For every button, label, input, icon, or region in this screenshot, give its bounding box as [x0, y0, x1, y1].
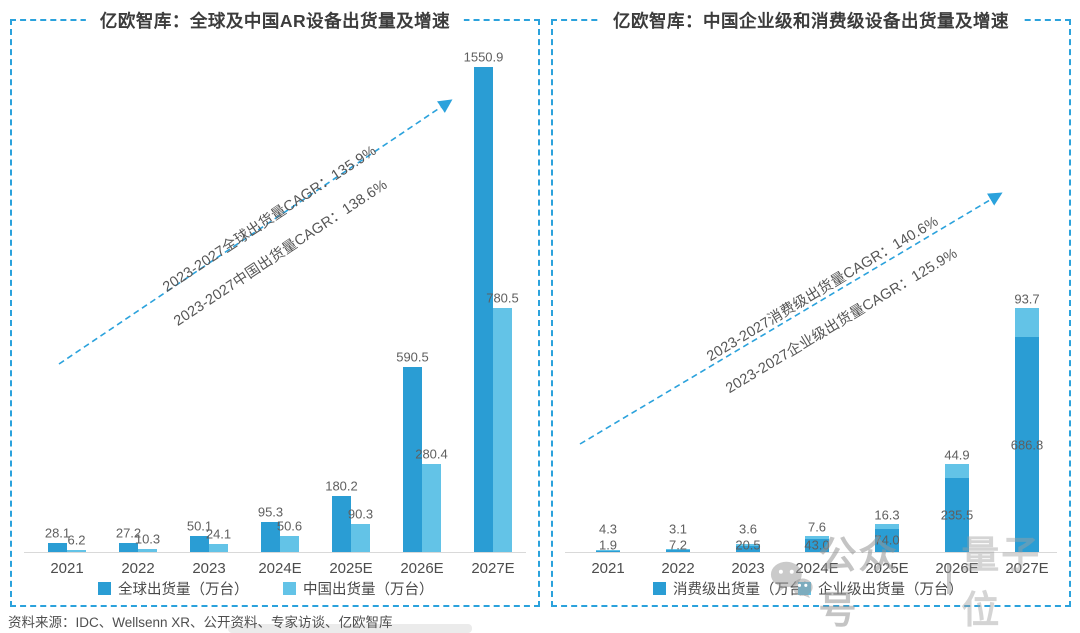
- value-label: 180.2: [325, 478, 358, 494]
- value-label: 1.9: [598, 537, 618, 553]
- value-label: 7.2: [668, 537, 688, 553]
- value-label: 93.7: [1014, 291, 1040, 307]
- bar: [474, 67, 493, 552]
- x-axis-label: 2023: [192, 560, 226, 577]
- value-label: 590.5: [396, 349, 429, 365]
- bar: [67, 550, 86, 552]
- x-axis-line: [24, 552, 526, 553]
- x-axis-label: 2025E: [865, 560, 909, 577]
- value-label: 20.5: [735, 537, 761, 553]
- chart-title-right: 亿欧智库：中国企业级和消费级设备出货量及增速: [599, 8, 1023, 33]
- legend-item-consumer: 消费级出货量（万台）: [653, 578, 818, 599]
- value-label: 27.2: [115, 525, 142, 541]
- value-label: 90.3: [347, 506, 374, 522]
- bar: [209, 544, 228, 552]
- value-label: 686.8: [1010, 437, 1044, 453]
- x-axis-label: 2026E: [400, 560, 444, 577]
- x-axis-label: 2021: [591, 560, 625, 577]
- legend-swatch-china: [283, 582, 296, 595]
- value-label: 74.0: [874, 532, 900, 548]
- value-label: 780.5: [486, 290, 519, 306]
- bar: [736, 545, 760, 552]
- legend-label-consumer: 消费级出货量（万台）: [673, 582, 818, 598]
- x-axis-label: 2024E: [795, 560, 839, 577]
- x-axis-label: 2024E: [258, 560, 302, 577]
- value-label: 3.6: [738, 521, 758, 537]
- x-axis-label: 2023: [731, 560, 765, 577]
- bar: [875, 528, 899, 552]
- value-label: 10.3: [134, 531, 161, 547]
- panel-consumer-enterprise: 亿欧智库：中国企业级和消费级设备出货量及增速 2023-2027消费级出货量CA…: [551, 8, 1071, 607]
- bar: [736, 544, 760, 546]
- value-label: 50.6: [276, 518, 303, 534]
- x-axis-label: 2026E: [935, 560, 979, 577]
- value-label: 7.6: [807, 519, 827, 535]
- legend-item-enterprise: 企业级出货量（万台）: [798, 578, 963, 599]
- bar: [351, 523, 370, 552]
- bar: [119, 543, 138, 552]
- bar: [805, 538, 829, 552]
- legend-label-enterprise: 企业级出货量（万台）: [818, 582, 963, 598]
- value-label: 280.4: [415, 446, 448, 462]
- value-label: 4.3: [598, 521, 618, 537]
- bar: [1015, 337, 1039, 552]
- bar: [332, 495, 351, 552]
- value-label: 44.9: [944, 447, 970, 463]
- value-label: 28.1: [44, 525, 71, 541]
- legend-label-china: 中国出货量（万台）: [303, 582, 434, 598]
- bar: [1015, 307, 1039, 338]
- x-axis-label: 2027E: [471, 560, 515, 577]
- value-label: 43.0: [804, 537, 830, 553]
- bar: [190, 536, 209, 552]
- x-axis-label: 2022: [661, 560, 695, 577]
- bar: [261, 522, 280, 552]
- legend-swatch-consumer: [653, 582, 666, 595]
- source-note: 资料来源：IDC、Wellsenn XR、公开资料、专家访谈、亿欧智库: [8, 615, 393, 630]
- legend-swatch-enterprise: [798, 582, 811, 595]
- bar: [666, 549, 690, 552]
- legend-item-global: 全球出货量（万台）: [98, 578, 249, 599]
- chart-area-global-china: 2021 28.1 6.2 2022 27.2 10.3 2023 50.1 24.1 2024E…: [12, 21, 538, 605]
- panel-global-china: 亿欧智库：全球及中国AR设备出货量及增速 2023-2027全球出货量CAGR：…: [10, 8, 540, 607]
- x-axis-line: [565, 552, 1057, 553]
- x-axis-label: 2021: [50, 560, 84, 577]
- legend-swatch-global: [98, 582, 111, 595]
- chart-title-left: 亿欧智库：全球及中国AR设备出货量及增速: [85, 8, 465, 33]
- value-label: 1550.9: [463, 49, 504, 65]
- bar: [666, 548, 690, 550]
- value-label: 235.5: [940, 507, 974, 523]
- value-label: 24.1: [205, 526, 232, 542]
- bar: [596, 549, 620, 552]
- bar: [138, 548, 157, 552]
- bar: [493, 307, 512, 552]
- source-highlight: [228, 624, 472, 633]
- value-label: 95.3: [257, 504, 284, 520]
- bar: [875, 523, 899, 529]
- legend-label-global: 全球出货量（万台）: [118, 582, 249, 598]
- value-label: 16.3: [874, 507, 900, 523]
- bar: [48, 543, 67, 552]
- bar: [805, 536, 829, 539]
- bar: [403, 367, 422, 552]
- x-axis-label: 2025E: [329, 560, 373, 577]
- chart-area-consumer-enterprise: 2021 1.9 4.3 2022 7.2 3.1 2023 20.5 3.6 2024E 43.0…: [553, 21, 1069, 605]
- bar: [280, 536, 299, 552]
- bar: [945, 478, 969, 552]
- bar: [422, 464, 441, 552]
- x-axis-label: 2027E: [1005, 560, 1049, 577]
- value-label: 6.2: [67, 532, 86, 548]
- legend-item-china: 中国出货量（万台）: [283, 578, 434, 599]
- x-axis-label: 2022: [121, 560, 155, 577]
- value-label: 3.1: [668, 521, 688, 537]
- value-label: 50.1: [186, 518, 213, 534]
- bar: [596, 551, 620, 552]
- bar: [945, 464, 969, 479]
